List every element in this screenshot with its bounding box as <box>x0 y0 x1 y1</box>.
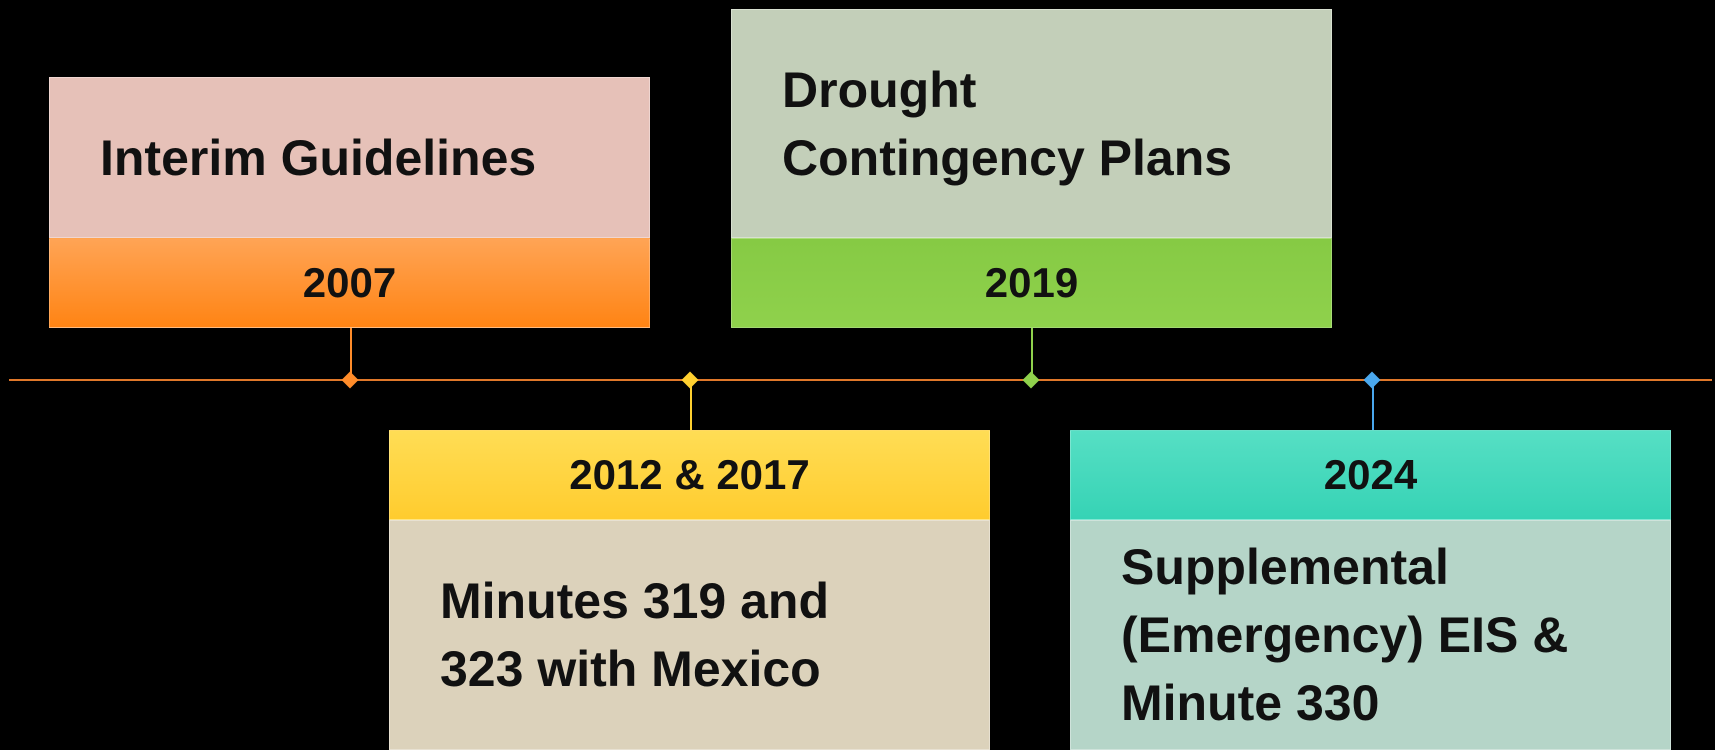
event-label: 323 with Mexico <box>440 641 821 697</box>
marker <box>1363 371 1381 389</box>
event-box: Interim Guidelines <box>49 77 650 238</box>
event-label: Supplemental <box>1121 539 1449 595</box>
event-year: 2012 & 2017 <box>389 430 990 520</box>
event-year: 2019 <box>731 238 1332 328</box>
event-label: Interim Guidelines <box>100 129 537 186</box>
connector <box>1372 380 1374 430</box>
marker <box>1022 371 1040 389</box>
event-box: Supplemental (Emergency) EIS & Minute 330 <box>1070 520 1671 750</box>
event-label: Drought <box>782 61 977 118</box>
event-box: Minutes 319 and 323 with Mexico <box>389 520 990 750</box>
event-label: Minutes 319 and <box>440 573 829 629</box>
event-box: Drought Contingency Plans <box>731 9 1332 238</box>
marker <box>341 371 359 389</box>
timeline-axis <box>9 379 1712 381</box>
marker <box>681 371 699 389</box>
event-year: 2024 <box>1070 430 1671 520</box>
event-label: Minute 330 <box>1121 675 1380 731</box>
connector <box>690 380 692 430</box>
connector <box>350 328 352 380</box>
event-year: 2007 <box>49 238 650 328</box>
connector <box>1031 328 1033 380</box>
event-label: (Emergency) EIS & <box>1121 607 1569 663</box>
event-label: Contingency Plans <box>782 129 1233 186</box>
